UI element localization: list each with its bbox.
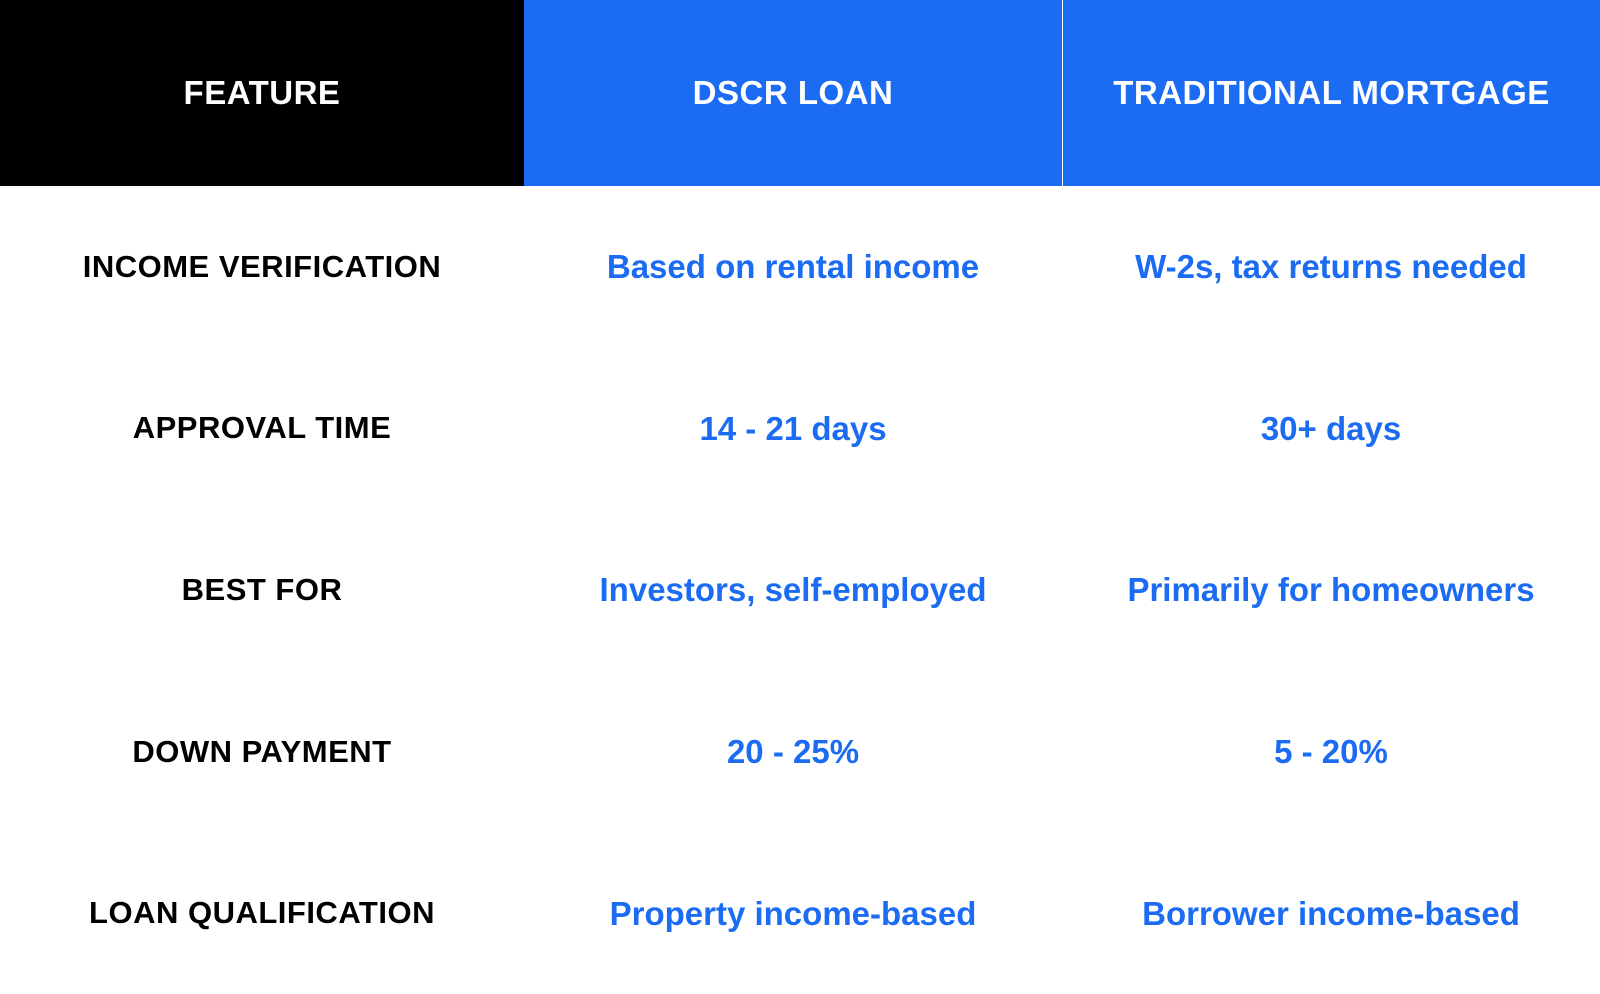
value-trad: 5 - 20% [1274,731,1388,772]
value-trad: 30+ days [1261,408,1401,449]
table-row-trad: 30+ days [1062,348,1600,510]
table-row-dscr: Based on rental income [524,186,1062,348]
value-trad: Borrower income-based [1142,893,1520,934]
table-row-trad: Borrower income-based [1062,832,1600,994]
header-feature: FEATURE [0,0,524,186]
value-dscr: Property income-based [610,893,977,934]
table-row-dscr: 14 - 21 days [524,348,1062,510]
table-row-feature: APPROVAL TIME [0,348,524,510]
value-trad: W-2s, tax returns needed [1135,246,1527,287]
value-dscr: Based on rental income [607,246,979,287]
table-row-dscr: Property income-based [524,832,1062,994]
value-dscr: 20 - 25% [727,731,859,772]
table-row-trad: Primarily for homeowners [1062,509,1600,671]
table-row-dscr: 20 - 25% [524,671,1062,833]
table-row-feature: BEST FOR [0,509,524,671]
table-row-dscr: Investors, self-employed [524,509,1062,671]
table-row-feature: INCOME VERIFICATION [0,186,524,348]
header-feature-label: FEATURE [184,72,341,113]
feature-label: APPROVAL TIME [133,410,392,446]
value-trad: Primarily for homeowners [1127,569,1534,610]
table-row-trad: 5 - 20% [1062,671,1600,833]
feature-label: DOWN PAYMENT [132,734,391,770]
header-dscr-loan-label: DSCR LOAN [693,72,894,113]
header-dscr-loan: DSCR LOAN [524,0,1062,186]
table-row-feature: DOWN PAYMENT [0,671,524,833]
feature-label: BEST FOR [182,572,343,608]
comparison-table: FEATURE DSCR LOAN TRADITIONAL MORTGAGE I… [0,0,1600,994]
header-traditional-mortgage: TRADITIONAL MORTGAGE [1062,0,1600,186]
value-dscr: 14 - 21 days [699,408,886,449]
value-dscr: Investors, self-employed [600,569,987,610]
feature-label: INCOME VERIFICATION [83,249,442,285]
header-traditional-mortgage-label: TRADITIONAL MORTGAGE [1113,72,1550,113]
feature-label: LOAN QUALIFICATION [89,895,435,931]
table-row-feature: LOAN QUALIFICATION [0,832,524,994]
table-row-trad: W-2s, tax returns needed [1062,186,1600,348]
